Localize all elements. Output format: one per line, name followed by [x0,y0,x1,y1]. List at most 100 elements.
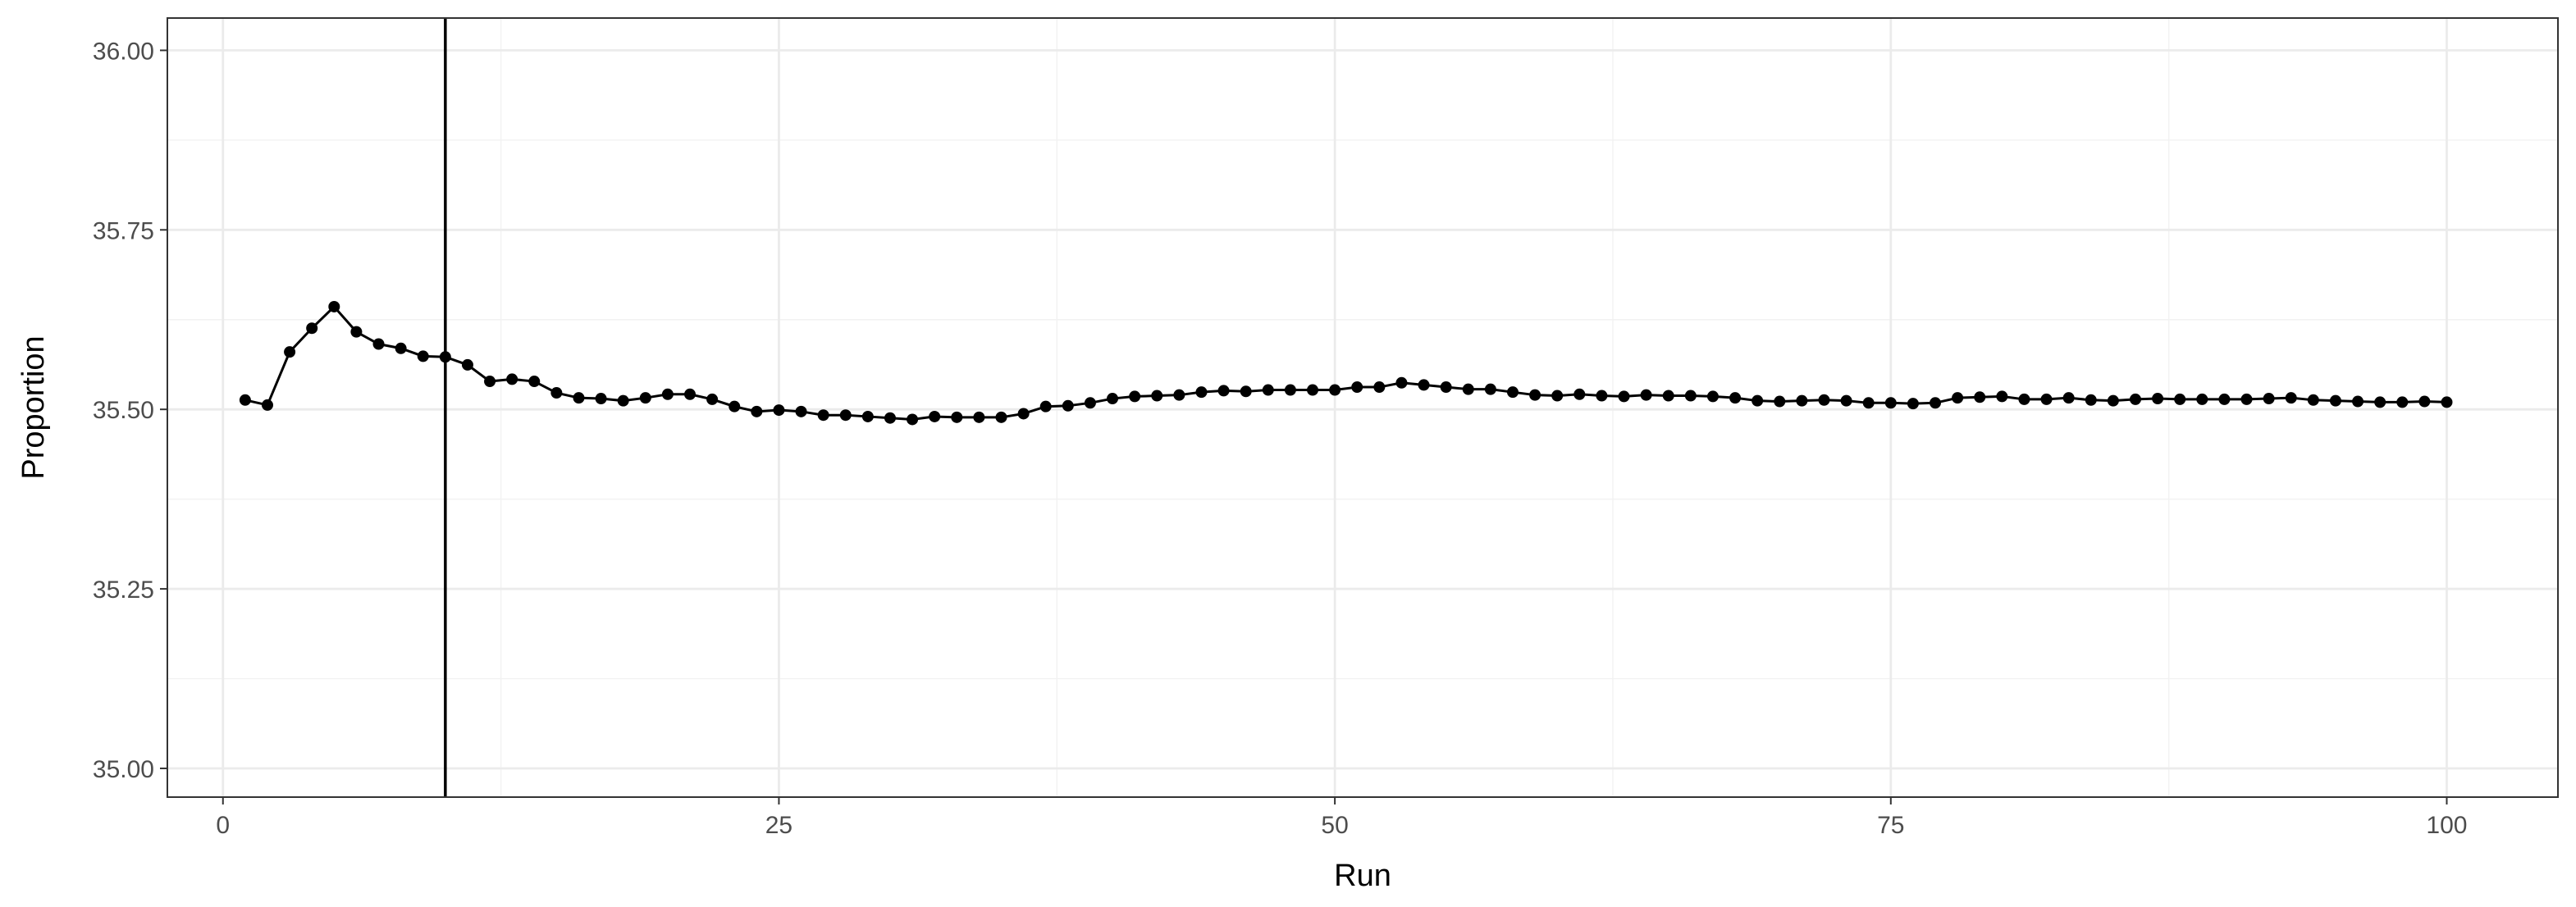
data-point [2018,393,2030,405]
data-point [728,400,741,412]
data-point [2396,396,2409,408]
x-axis-title: Run [1334,859,1391,893]
data-point [1373,381,1386,394]
data-point [372,338,385,350]
data-point [1017,408,1030,420]
x-tick-label: 0 [216,812,230,839]
data-point [1640,389,1652,401]
data-point [1818,394,1830,406]
data-point [2040,393,2053,405]
x-tick-label: 100 [2426,812,2467,839]
data-point [306,322,318,335]
data-point [684,388,697,400]
data-point [1329,384,1341,396]
data-point [1930,397,1942,409]
series-line [244,304,2447,421]
data-point [1573,388,1586,400]
x-tick-label: 75 [1877,812,1904,839]
data-point [1596,390,1608,402]
y-axis-ticks: 35.00 35.25 35.50 35.75 36.00 [93,38,167,783]
data-point [2374,396,2386,408]
data-point [1351,381,1363,394]
data-point [439,351,451,363]
data-point [2307,394,2319,406]
data-point [2152,393,2164,405]
data-point [1551,390,1564,402]
data-point [1039,400,1052,412]
data-point [1706,390,1719,403]
data-point [773,404,785,417]
data-point [417,350,429,362]
data-point [2196,393,2208,405]
data-point [2129,393,2141,405]
data-point [1418,379,1430,391]
data-point [1307,384,1319,396]
data-point [929,410,941,422]
data-point [2285,392,2297,404]
data-point [2329,394,2341,407]
data-point [1506,386,1519,399]
data-point [2062,392,2075,404]
data-point [1729,392,1742,404]
data-point [1151,390,1163,402]
data-point [661,388,674,400]
plot-panel-border [167,17,2559,798]
data-point [2418,395,2431,408]
data-point [1840,394,1852,407]
data-point [795,405,807,417]
data-point [639,392,651,404]
data-point [595,393,607,405]
data-point [350,326,363,338]
y-tick-label: 35.00 [93,756,154,783]
data-point [284,346,296,358]
data-point [1217,385,1230,397]
data-point [1774,395,1786,408]
series-points [239,300,2453,426]
data-point [1662,390,1674,402]
y-tick-label: 35.75 [93,217,154,244]
data-point [1195,386,1208,399]
y-tick-label: 36.00 [93,38,154,65]
y-axis-title: Proportion [16,335,51,479]
data-point [261,399,273,411]
data-point [2107,394,2119,407]
data-point [506,373,518,385]
data-point [995,411,1007,423]
data-point [573,392,585,404]
data-point [1618,390,1630,403]
data-point [328,300,340,312]
data-point [2085,394,2097,406]
data-point [861,410,874,422]
data-point [1907,398,1919,410]
data-point [1684,390,1697,402]
data-point [951,411,963,423]
data-point [2240,393,2253,405]
data-point [1262,384,1274,396]
data-point [528,376,541,388]
data-point [751,405,763,417]
data-point [884,412,896,424]
data-point [1529,389,1541,401]
data-point [1129,390,1141,403]
data-point [2174,393,2186,405]
data-point [550,387,563,399]
y-tick-label: 35.50 [93,397,154,424]
data-point [1752,394,1764,407]
y-tick-label: 35.25 [93,577,154,604]
data-point [239,394,251,406]
data-point [1862,397,1875,409]
data-point [484,376,496,388]
data-point [2352,395,2364,408]
data-point [1395,376,1408,389]
x-tick-label: 25 [765,812,792,839]
data-point [1952,392,1964,404]
data-point [817,409,829,422]
data-point [1284,384,1296,396]
data-point [1484,383,1496,395]
data-point [395,342,407,354]
data-point [2218,393,2231,405]
data-point [839,409,852,422]
data-point [2441,396,2453,408]
data-point [973,411,985,423]
